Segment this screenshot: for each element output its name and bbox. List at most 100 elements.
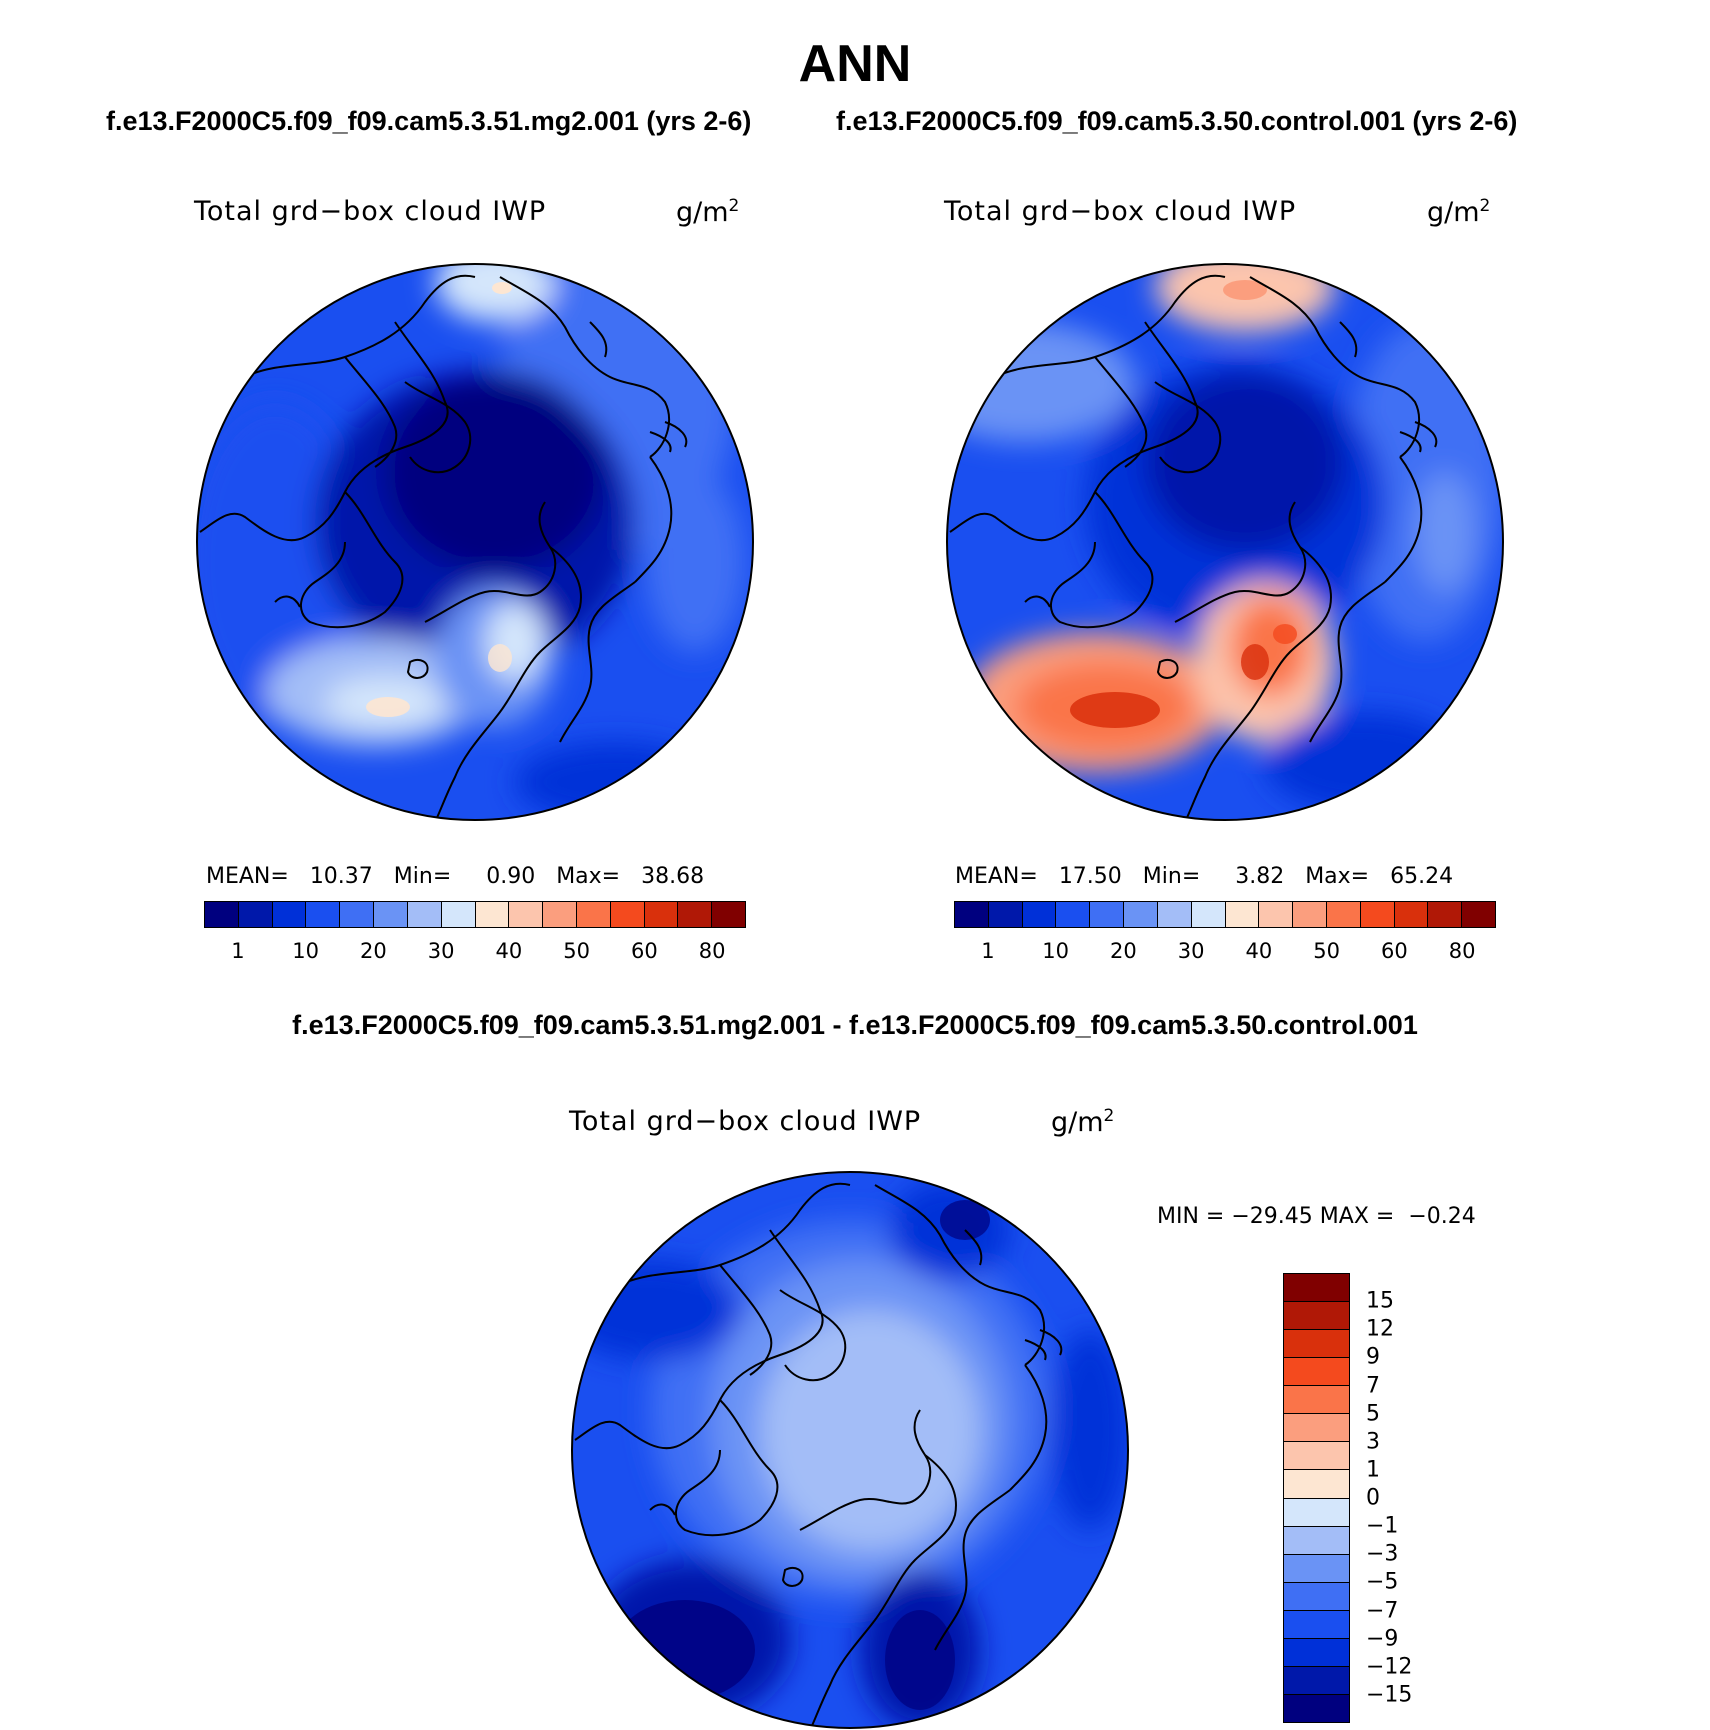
diff-colorbar-tick-label: 0 — [1366, 1485, 1380, 1511]
case2-title: f.e13.F2000C5.f09_f09.cam5.3.50.control.… — [836, 106, 1518, 136]
page-title: ANN — [798, 35, 912, 93]
diff-colorbar-tick-label: −7 — [1366, 1598, 1399, 1623]
diff-colorbar-swatch — [1284, 1358, 1349, 1387]
diff-colorbar-tick-label: −12 — [1366, 1654, 1413, 1680]
panel2-units: g/m2 — [1427, 196, 1491, 228]
diff-variable: Total grd−box cloud IWP — [569, 1106, 922, 1137]
panel2-colorbar-tick-label: 20 — [1110, 939, 1137, 963]
panel1-colorbar-swatch — [509, 902, 544, 927]
case1-title: f.e13.F2000C5.f09_f09.cam5.3.51.mg2.001 … — [106, 106, 752, 136]
panel1-variable: Total grd−box cloud IWP — [194, 196, 547, 227]
diff-units: g/m2 — [1051, 1106, 1115, 1138]
panel2-colorbar-swatch — [1157, 902, 1192, 927]
panel1-colorbar-tick-label: 20 — [360, 939, 387, 963]
panel1-map — [196, 263, 754, 821]
panel2-colorbar-swatch — [955, 902, 989, 927]
diff-colorbar-swatch — [1284, 1330, 1349, 1359]
panel2-variable: Total grd−box cloud IWP — [944, 196, 1297, 227]
panel1-colorbar-swatch — [475, 902, 510, 927]
panel1-colorbar-swatch — [205, 902, 239, 927]
panel1-colorbar-tick-label: 1 — [231, 939, 245, 963]
panel1-colorbar-swatch — [272, 902, 307, 927]
diff-colorbar-swatch — [1284, 1302, 1349, 1331]
panel2-colorbar-tick-label: 50 — [1313, 939, 1340, 963]
diff-colorbar-swatch — [1284, 1386, 1349, 1415]
diff-colorbar-tick-label: −15 — [1366, 1682, 1413, 1708]
panel2-colorbar-tick-label: 1 — [981, 939, 995, 963]
panel1-colorbar-swatch — [238, 902, 273, 927]
diff-stats: MIN = −29.45 MAX = −0.24 — [1157, 1204, 1476, 1229]
diff-colorbar-swatch — [1284, 1582, 1349, 1611]
panel2-colorbar-swatch — [1225, 902, 1260, 927]
panel1-colorbar-tick-label: 40 — [495, 939, 523, 963]
diff-colorbar-ticks: 15 12 9 7 5 3 1 0 −1 −3 −5 −7 −9 −12 −15 — [1366, 1273, 1446, 1723]
panel1-colorbar-tick-label: 10 — [292, 939, 319, 963]
diff-colorbar-tick-label: −9 — [1366, 1626, 1399, 1652]
panel1-units: g/m2 — [676, 196, 740, 228]
diff-colorbar-tick-label: 12 — [1366, 1316, 1394, 1342]
panel1-colorbar-swatch — [712, 902, 745, 927]
panel2-colorbar-tick-label: 10 — [1042, 939, 1069, 963]
panel1-colorbar — [204, 901, 746, 928]
panel1-colorbar-swatch — [306, 902, 341, 927]
panel2-colorbar-swatch — [1360, 902, 1395, 927]
diff-colorbar-tick-label: 5 — [1366, 1401, 1380, 1427]
panel2-colorbar-swatch — [1090, 902, 1125, 927]
panel1-stats: MEAN= 10.37 Min= 0.90 Max= 38.68 — [206, 864, 705, 889]
panel1-colorbar-tick-label: 80 — [698, 939, 726, 963]
diff-colorbar-tick-label: −3 — [1366, 1541, 1399, 1567]
panel2-colorbar-tick-label: 80 — [1448, 939, 1476, 963]
diff-colorbar-swatch — [1284, 1498, 1349, 1527]
panel1-colorbar-tick-label: 50 — [563, 939, 590, 963]
panel1-colorbar-swatch — [441, 902, 476, 927]
panel2-colorbar-ticks: 1 10 20 30 40 50 60 80 — [954, 939, 1496, 965]
diff-colorbar-swatch — [1284, 1554, 1349, 1583]
panel1-colorbar-tick-label: 30 — [427, 939, 455, 963]
panel2-colorbar-swatch — [1428, 902, 1463, 927]
panel2-colorbar-swatch — [1056, 902, 1091, 927]
panel2-colorbar-tick-label: 40 — [1245, 939, 1273, 963]
diff-title: f.e13.F2000C5.f09_f09.cam5.3.51.mg2.001 … — [292, 1010, 1418, 1040]
diff-colorbar-swatch — [1284, 1470, 1349, 1499]
panel2-colorbar — [954, 901, 1496, 928]
diff-colorbar-swatch — [1284, 1610, 1349, 1639]
panel1-colorbar-swatch — [610, 902, 645, 927]
diff-colorbar-tick-label: −5 — [1366, 1569, 1399, 1595]
panel1-colorbar-swatch — [678, 902, 713, 927]
panel2-colorbar-tick-label: 30 — [1177, 939, 1205, 963]
panel2-colorbar-swatch — [1022, 902, 1057, 927]
panel2-colorbar-swatch — [1191, 902, 1226, 927]
diff-colorbar-tick-label: 15 — [1366, 1288, 1394, 1314]
panel1-colorbar-tick-label: 60 — [631, 939, 658, 963]
panel2-colorbar-swatch — [1326, 902, 1361, 927]
diff-colorbar-tick-label: 3 — [1366, 1429, 1380, 1455]
panel2-colorbar-swatch — [1259, 902, 1294, 927]
diff-colorbar-swatch — [1284, 1666, 1349, 1695]
panel2-colorbar-swatch — [988, 902, 1023, 927]
panel2-stats: MEAN= 17.50 Min= 3.82 Max= 65.24 — [955, 864, 1454, 889]
panel1-colorbar-swatch — [340, 902, 375, 927]
diff-colorbar-swatch — [1284, 1638, 1349, 1667]
panel2-map — [946, 263, 1504, 821]
panel1-colorbar-ticks: 1 10 20 30 40 50 60 80 — [204, 939, 746, 965]
panel2-colorbar-swatch — [1462, 902, 1495, 927]
panel2-colorbar-swatch — [1394, 902, 1429, 927]
panel2-colorbar-tick-label: 60 — [1381, 939, 1408, 963]
diff-colorbar-swatch — [1284, 1526, 1349, 1555]
diff-colorbar-tick-label: 9 — [1366, 1344, 1380, 1370]
panel1-colorbar-swatch — [644, 902, 679, 927]
panel1-colorbar-swatch — [543, 902, 577, 927]
panel1-colorbar-swatch — [374, 902, 408, 927]
panel1-colorbar-swatch — [407, 902, 442, 927]
diff-colorbar-swatch — [1284, 1274, 1349, 1303]
diff-colorbar-swatch — [1284, 1442, 1349, 1471]
diff-map — [571, 1171, 1129, 1729]
diff-colorbar-swatch — [1284, 1414, 1349, 1443]
diff-colorbar-tick-label: 7 — [1366, 1373, 1380, 1398]
diff-colorbar-tick-label: −1 — [1366, 1513, 1399, 1539]
diff-colorbar-tick-label: 1 — [1366, 1457, 1380, 1483]
panel2-colorbar-swatch — [1293, 902, 1327, 927]
panel2-colorbar-swatch — [1124, 902, 1158, 927]
diff-colorbar-swatch — [1284, 1694, 1349, 1722]
panel1-colorbar-swatch — [576, 902, 611, 927]
